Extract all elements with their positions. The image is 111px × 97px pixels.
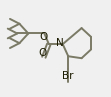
Text: N: N [56, 38, 64, 48]
Text: O: O [40, 32, 48, 42]
Text: Br: Br [62, 71, 73, 81]
Text: O: O [39, 48, 47, 58]
